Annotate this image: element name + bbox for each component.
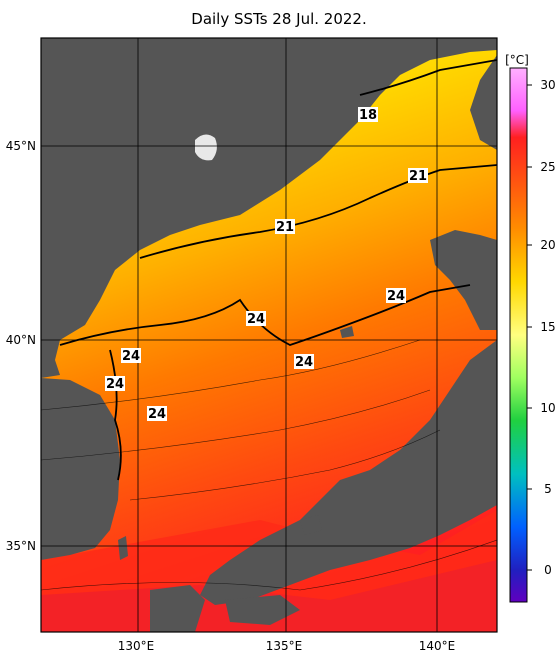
lon-label-140: 140°E — [419, 639, 456, 653]
lat-label-35: 35°N — [6, 539, 36, 553]
shikoku — [225, 595, 300, 625]
colorbar-tick-label: 10 — [540, 401, 555, 415]
minor-contours — [41, 339, 497, 591]
lake — [195, 134, 217, 161]
isotherm-label: 24 — [295, 355, 313, 370]
isotherm-label-bg — [275, 219, 295, 234]
isotherm-label-bg — [121, 348, 141, 363]
asia-mainland — [41, 38, 497, 378]
colorbar-tick-label: 0 — [544, 563, 552, 577]
colorbar-ticks: 30 25 20 15 10 5 0 — [527, 78, 556, 577]
isotherm-21 — [139, 164, 497, 259]
oki-islands — [300, 515, 322, 535]
colorbar-tick-label: 30 — [540, 78, 555, 92]
isotherm-label-group: 18 21 21 24 24 24 24 24 24 — [105, 107, 428, 422]
korean-peninsula — [41, 378, 120, 560]
colorbar-tick-label: 25 — [540, 160, 555, 174]
sado-island — [340, 326, 354, 338]
isotherm-label-bg — [105, 376, 125, 391]
lat-label-40: 40°N — [6, 333, 36, 347]
isotherm-label: 24 — [387, 289, 405, 304]
map-area — [41, 38, 497, 632]
honshu — [200, 340, 497, 605]
graticule — [41, 38, 497, 632]
isotherm-label-bg — [386, 288, 406, 303]
colorbar-tick-label: 5 — [544, 482, 552, 496]
map-title: Daily SSTs 28 Jul. 2022. — [191, 10, 367, 28]
kyushu — [150, 585, 205, 632]
colorbar — [509, 67, 528, 603]
isotherm-24-west — [109, 349, 122, 481]
isotherm-label-bg — [147, 406, 167, 421]
lat-label-45: 45°N — [6, 139, 36, 153]
isotherm-label-bg — [358, 107, 378, 122]
isotherm-label: 24 — [122, 349, 140, 364]
lon-label-130: 130°E — [118, 639, 155, 653]
tsushima — [118, 536, 128, 560]
isotherm-label: 21 — [409, 169, 427, 184]
colorbar-tick-label: 20 — [540, 238, 555, 252]
isotherm-label: 24 — [106, 377, 124, 392]
isotherm-label: 24 — [148, 407, 166, 422]
colorbar-tick-label: 15 — [540, 320, 555, 334]
colorbar-unit: [°C] — [505, 53, 529, 67]
isotherm-label: 21 — [276, 220, 294, 235]
sakhalin — [470, 55, 497, 150]
hokkaido — [430, 230, 497, 330]
isotherm-label-bg — [246, 311, 266, 326]
lon-label-135: 135°E — [266, 639, 303, 653]
isotherm-18 — [359, 59, 497, 96]
map-frame — [40, 37, 498, 633]
isotherm-label: 24 — [247, 312, 265, 327]
isotherm-label-bg — [408, 168, 428, 183]
isotherm-label-bg — [294, 354, 314, 369]
isotherm-label: 18 — [359, 108, 377, 123]
